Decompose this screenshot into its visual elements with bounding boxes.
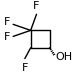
- Text: F: F: [22, 63, 28, 73]
- Text: F: F: [4, 32, 10, 42]
- Text: F: F: [33, 1, 40, 11]
- Text: OH: OH: [55, 52, 73, 62]
- Text: F: F: [4, 17, 10, 27]
